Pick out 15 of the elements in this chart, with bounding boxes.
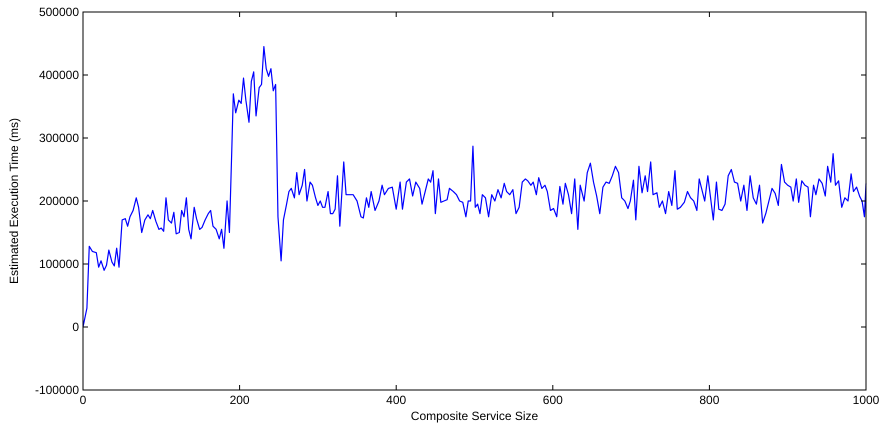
line-series [82, 46, 867, 328]
y-tick-label: 300000 [38, 131, 80, 146]
y-tick-label: 200000 [38, 194, 80, 208]
y-tick-label: -100000 [34, 383, 80, 398]
x-tick-label: 800 [699, 393, 720, 407]
y-tick-label: 0 [72, 320, 80, 334]
y-tick-label: 400000 [38, 68, 80, 82]
x-axis-title: Composite Service Size [410, 409, 539, 423]
y-tick-label: 100000 [38, 257, 80, 272]
y-axis-title: Estimated Execution Time (ms) [7, 118, 21, 284]
x-tick-label: 1000 [852, 393, 880, 407]
x-tick-label: 600 [542, 393, 564, 407]
y-tick-label: 500000 [38, 5, 80, 20]
x-tick-label: 400 [386, 393, 407, 407]
x-tick-label: 200 [230, 393, 250, 407]
